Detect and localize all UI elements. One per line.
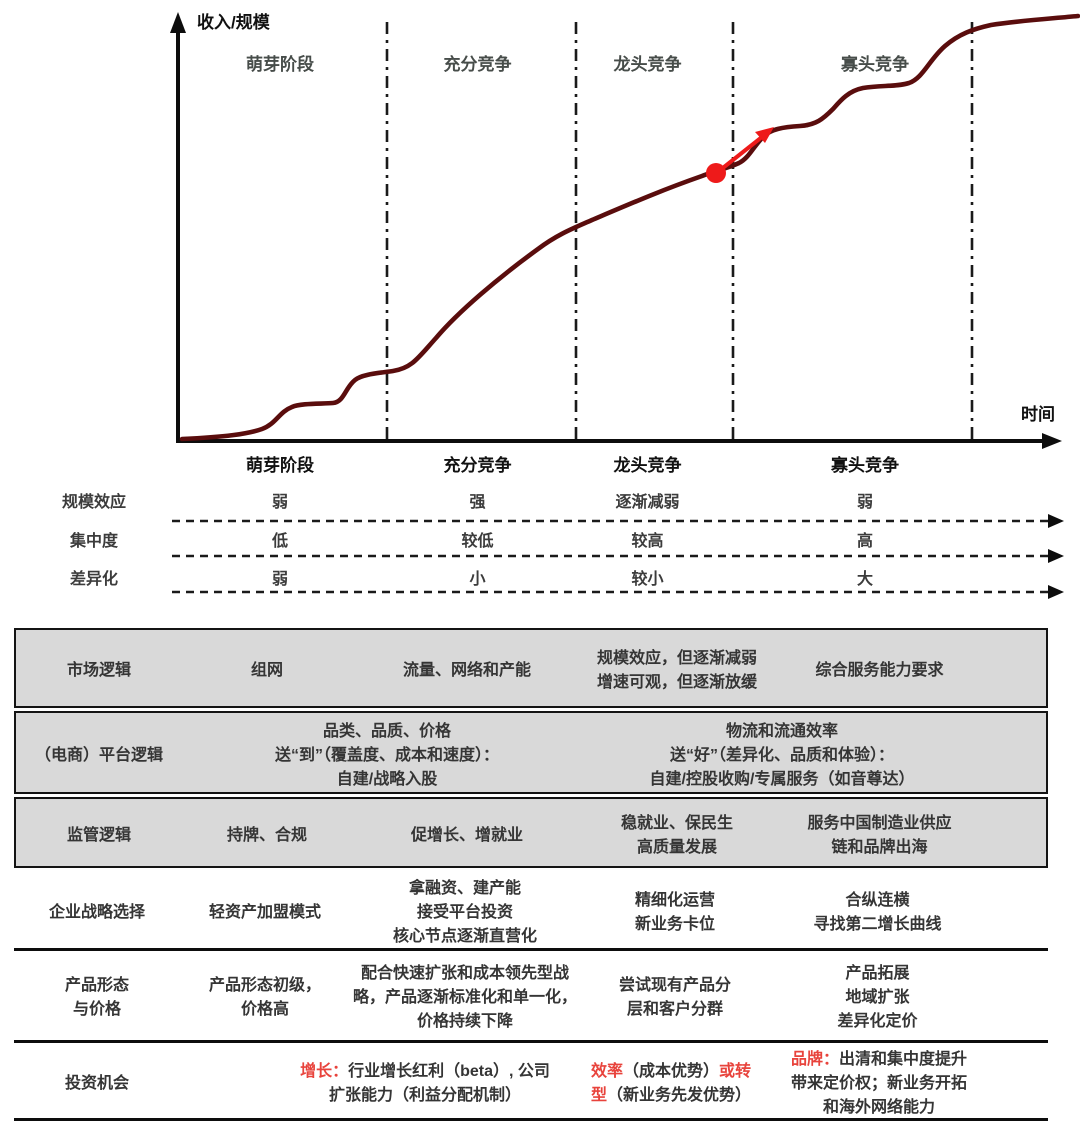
stage-label-seedling: 萌芽阶段 bbox=[246, 55, 314, 74]
separator-line bbox=[14, 1040, 1048, 1043]
table-cell: 组网 bbox=[250, 662, 283, 679]
inflection-marker bbox=[706, 127, 774, 183]
attr-value: 弱 bbox=[271, 571, 288, 588]
efficiency-black-1: （成本优势） bbox=[622, 1063, 719, 1080]
table-cell: 服务中国制造业供应 链和品牌出海 bbox=[807, 814, 952, 856]
table-row-strategy: 企业战略选择 轻资产加盟模式 拿融资、建产能 接受平台投资 核心节点逐渐直营化 … bbox=[14, 872, 1048, 948]
table-cell: 持牌、合规 bbox=[226, 826, 307, 844]
x-axis-arrowhead bbox=[1042, 433, 1062, 449]
table-cell: 稳就业、保民生 高质量发展 bbox=[620, 814, 733, 856]
attribute-arrows bbox=[172, 519, 1050, 594]
y-axis-label: 收入/规模 bbox=[197, 13, 270, 32]
row-label: 企业战略选择 bbox=[48, 904, 145, 921]
separator-line bbox=[14, 1118, 1048, 1121]
table-cell: 拿融资、建产能 接受平台投资 核心节点逐渐直营化 bbox=[392, 880, 537, 945]
attr-value: 高 bbox=[856, 533, 873, 550]
efficiency-red-1: 效率 bbox=[590, 1063, 623, 1080]
table-cell: 尝试现有产品分 层和客户分群 bbox=[618, 977, 731, 1018]
attr-value: 强 bbox=[469, 494, 486, 511]
stage-header-leader-competition: 龙头竞争 bbox=[613, 456, 682, 475]
efficiency-black-2: （新业务先发优势） bbox=[606, 1087, 751, 1104]
efficiency-red-2: 或转 型 bbox=[590, 1063, 752, 1104]
x-axis-label: 时间 bbox=[1021, 405, 1055, 424]
red-arrowhead bbox=[755, 127, 774, 143]
attr-label: 差异化 bbox=[69, 571, 118, 588]
attr-label: 规模效应 bbox=[61, 494, 126, 511]
row-label: （电商）平台逻辑 bbox=[34, 746, 163, 764]
table-row-platform-logic: （电商）平台逻辑 品类、品质、价格 送“到”（覆盖度、成本和速度）： 自建/战略… bbox=[14, 711, 1048, 794]
attribute-arrowheads bbox=[1048, 514, 1064, 599]
stage-label-full-competition: 充分竞争 bbox=[443, 55, 512, 74]
row-label: 产品形态 与价格 bbox=[64, 977, 129, 1018]
table-row-regulation-logic: 监管逻辑 持牌、合规 促增长、增就业 稳就业、保民生 高质量发展 服务中国制造业… bbox=[14, 797, 1048, 868]
stage-label-leader-competition: 龙头竞争 bbox=[613, 55, 682, 74]
red-dot bbox=[706, 163, 726, 183]
stage-label-oligopoly: 寡头竞争 bbox=[841, 55, 909, 74]
table-row-market-logic: 市场逻辑 组网 流量、网络和产能 规模效应，但逐渐减弱 增速可观，但逐渐放缓 综… bbox=[14, 628, 1048, 708]
row-label: 监管逻辑 bbox=[66, 826, 131, 844]
table-cell: 精细化运营 新业务卡位 bbox=[634, 892, 715, 933]
table-cell: 合纵连横 寻找第二增长曲线 bbox=[813, 892, 942, 933]
table-cell-brand: 品牌：出清和集中度提升 带来定价权；新业务开拓 和海外网络能力 bbox=[765, 1044, 993, 1118]
table-cell: 产品拓展 地域扩张 差异化定价 bbox=[837, 965, 918, 1030]
table-cell: 促增长、增就业 bbox=[410, 826, 523, 844]
brand-text: 出清和集中度提升 带来定价权；新业务开拓 和海外网络能力 bbox=[790, 1051, 968, 1116]
attr-value: 大 bbox=[856, 571, 873, 588]
attr-value: 较小 bbox=[631, 571, 664, 588]
row-label: 投资机会 bbox=[64, 1075, 129, 1092]
lifecycle-curve bbox=[179, 13, 1080, 442]
stage-divider-lines bbox=[385, 22, 974, 440]
row-label: 市场逻辑 bbox=[66, 662, 131, 679]
stage-header-full-competition: 充分竞争 bbox=[443, 456, 512, 475]
attr-value: 逐渐减弱 bbox=[615, 494, 680, 511]
attr-value: 较低 bbox=[461, 533, 494, 550]
attr-value: 弱 bbox=[856, 494, 873, 511]
table-cell-merged: 物流和流通效率 送“好”（差异化、品质和体验）： 自建/控股收购/专属服务（如音… bbox=[649, 722, 915, 788]
attr-value: 弱 bbox=[271, 494, 288, 511]
separator-line bbox=[14, 948, 1048, 951]
growth-text: 行业增长红利（beta）, 公司 扩张能力（利益分配机制） bbox=[328, 1063, 550, 1104]
table-cell: 规模效应，但逐渐减弱 增速可观，但逐渐放缓 bbox=[596, 650, 757, 691]
attr-value: 低 bbox=[271, 533, 288, 550]
axes bbox=[170, 12, 1062, 449]
attr-value: 小 bbox=[469, 571, 486, 588]
attr-value: 较高 bbox=[631, 533, 664, 550]
table-row-product-price: 产品形态 与价格 产品形态初级， 价格高 配合快速扩张和成本领先型战 略，产品逐… bbox=[14, 952, 1048, 1038]
table-cell-merged: 品类、品质、价格 送“到”（覆盖度、成本和速度）： 自建/战略入股 bbox=[274, 722, 499, 788]
stage-header-seedling: 萌芽阶段 bbox=[246, 456, 314, 475]
table-cell: 配合快速扩张和成本领先型战 略，产品逐渐标准化和单一化， 价格持续下降 bbox=[352, 965, 577, 1030]
brand-red-prefix: 品牌： bbox=[790, 1051, 839, 1068]
table-cell: 综合服务能力要求 bbox=[815, 662, 944, 679]
table-cell: 轻资产加盟模式 bbox=[208, 904, 321, 921]
table-row-investment: 投资机会 增长：行业增长红利（beta）, 公司 扩张能力（利益分配机制） 效率… bbox=[14, 1044, 1048, 1118]
table-cell: 流量、网络和产能 bbox=[402, 662, 531, 679]
attr-label: 集中度 bbox=[69, 533, 118, 550]
table-cell-efficiency: 效率（成本优势）或转 型（新业务先发优势） bbox=[578, 1044, 764, 1118]
y-axis-arrowhead bbox=[170, 12, 186, 33]
growth-red-prefix: 增长： bbox=[300, 1063, 349, 1080]
stage-header-oligopoly: 寡头竞争 bbox=[831, 456, 899, 475]
table-cell-growth: 增长：行业增长红利（beta）, 公司 扩张能力（利益分配机制） bbox=[235, 1044, 615, 1118]
table-cell: 产品形态初级， 价格高 bbox=[208, 977, 321, 1018]
